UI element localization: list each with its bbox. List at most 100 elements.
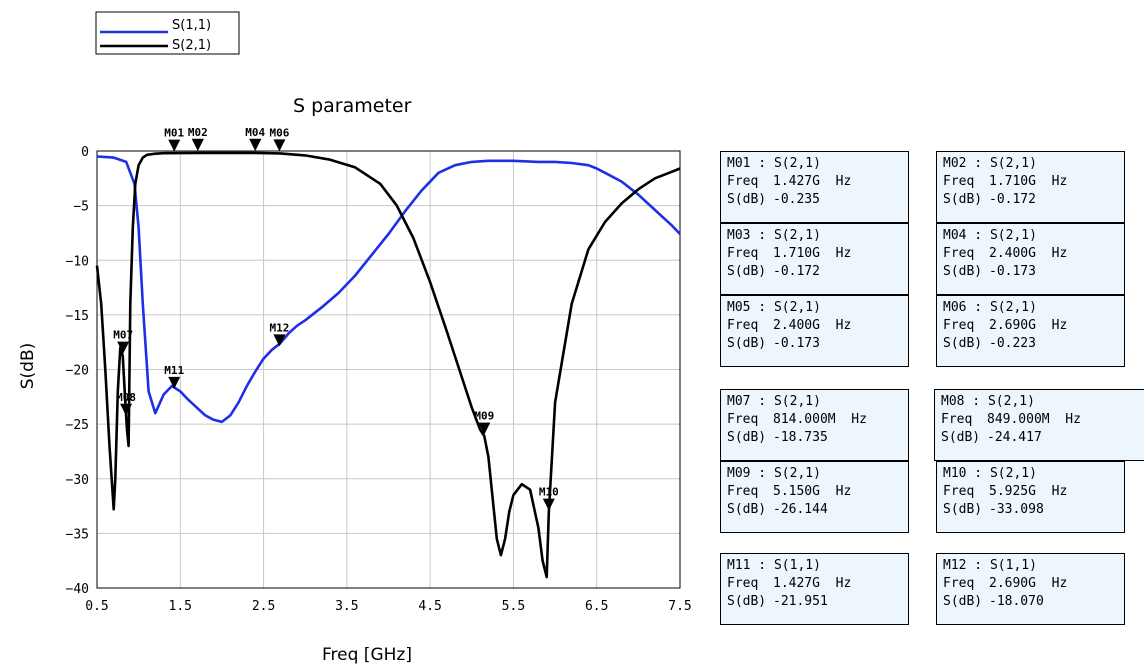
readout-sdb-value: -0.223 xyxy=(989,336,1036,351)
readout-freq-label: Freq xyxy=(943,174,975,189)
marker-readout-m02: M02 : S(2,1) Freq 1.710G Hz S(dB) -0.172 xyxy=(936,151,1125,223)
marker-readout-m10: M10 : S(2,1) Freq 5.925G Hz S(dB) -33.098 xyxy=(936,461,1125,533)
marker-label-m08: M08 xyxy=(116,391,136,404)
x-tick-label: 4.5 xyxy=(418,599,441,614)
readout-sdb-value: -0.173 xyxy=(989,264,1036,279)
marker-label-m10: M10 xyxy=(539,486,559,499)
y-tick-label: −20 xyxy=(66,364,89,379)
readout-sdb-value: -26.144 xyxy=(773,502,828,517)
readout-header: M07 : S(2,1) xyxy=(727,394,821,409)
readout-sdb-label: S(dB) xyxy=(727,192,767,207)
readout-header: M01 : S(2,1) xyxy=(727,156,821,171)
readout-freq-label: Freq xyxy=(941,412,973,427)
marker-label-m11: M11 xyxy=(164,364,184,377)
x-axis-title: Freq [GHz] xyxy=(322,645,412,665)
legend-label-s11: S(1,1) xyxy=(172,18,211,33)
readout-sdb-label: S(dB) xyxy=(943,264,983,279)
marker-triangle-m01 xyxy=(168,139,181,152)
legend: S(1,1) S(2,1) xyxy=(95,11,240,55)
readout-sdb-value: -21.951 xyxy=(773,594,828,609)
readout-freq-value: 5.925G Hz xyxy=(989,484,1068,499)
marker-triangle-m10 xyxy=(542,498,555,511)
readout-sdb-label: S(dB) xyxy=(943,192,983,207)
readout-header: M04 : S(2,1) xyxy=(943,228,1037,243)
readout-sdb-label: S(dB) xyxy=(943,594,983,609)
readout-freq-label: Freq xyxy=(943,576,975,591)
readout-sdb-value: -18.735 xyxy=(773,430,828,445)
series-line-s11 xyxy=(96,155,681,424)
readout-header: M10 : S(2,1) xyxy=(943,466,1037,481)
readout-sdb-label: S(dB) xyxy=(727,336,767,351)
readout-sdb-value: -18.070 xyxy=(989,594,1044,609)
readout-sdb-label: S(dB) xyxy=(943,336,983,351)
readout-freq-label: Freq xyxy=(727,412,759,427)
y-tick-label: −30 xyxy=(66,473,89,488)
marker-triangle-m07 xyxy=(117,341,130,354)
marker-readout-m06: M06 : S(2,1) Freq 2.690G Hz S(dB) -0.223 xyxy=(936,295,1125,367)
y-tick-label: −25 xyxy=(66,418,89,433)
readout-sdb-label: S(dB) xyxy=(941,430,981,445)
readout-freq-value: 1.710G Hz xyxy=(989,174,1068,189)
marker-readout-m11: M11 : S(1,1) Freq 1.427G Hz S(dB) -21.951 xyxy=(720,553,909,625)
y-axis-title: S(dB) xyxy=(18,343,38,390)
readout-freq-label: Freq xyxy=(943,484,975,499)
y-tick-label: −40 xyxy=(66,582,89,597)
marker-label-m09: M09 xyxy=(474,410,494,423)
readout-freq-value: 2.400G Hz xyxy=(773,318,852,333)
readout-freq-label: Freq xyxy=(727,318,759,333)
readout-header: M05 : S(2,1) xyxy=(727,300,821,315)
marker-readout-m03: M03 : S(2,1) Freq 1.710G Hz S(dB) -0.172 xyxy=(720,223,909,295)
series-line-s21 xyxy=(95,151,681,579)
marker-label-m02: M02 xyxy=(188,126,208,139)
marker-label-m06: M06 xyxy=(269,126,289,139)
marker-readout-m08: M08 : S(2,1) Freq 849.000M Hz S(dB) -24.417 xyxy=(934,389,1144,461)
x-tick-label: 0.5 xyxy=(85,599,108,614)
readout-freq-label: Freq xyxy=(727,246,759,261)
readout-freq-label: Freq xyxy=(943,246,975,261)
readout-header: M02 : S(2,1) xyxy=(943,156,1037,171)
marker-triangle-m05 xyxy=(249,138,262,151)
marker-readout-m05: M05 : S(2,1) Freq 2.400G Hz S(dB) -0.173 xyxy=(720,295,909,367)
readout-header: M11 : S(1,1) xyxy=(727,558,821,573)
readout-header: M09 : S(2,1) xyxy=(727,466,821,481)
legend-label-s21: S(2,1) xyxy=(172,38,211,53)
x-tick-label: 5.5 xyxy=(502,599,525,614)
marker-label-m12: M12 xyxy=(269,321,289,334)
marker-label-m01: M01 xyxy=(164,127,184,140)
readout-header: M08 : S(2,1) xyxy=(941,394,1035,409)
readout-freq-value: 5.150G Hz xyxy=(773,484,852,499)
marker-label-m04: M04 xyxy=(245,126,265,139)
marker-readout-m04: M04 : S(2,1) Freq 2.400G Hz S(dB) -0.173 xyxy=(936,223,1125,295)
readout-sdb-label: S(dB) xyxy=(727,502,767,517)
readout-freq-value: 2.400G Hz xyxy=(989,246,1068,261)
marker-readout-m07: M07 : S(2,1) Freq 814.000M Hz S(dB) -18.735 xyxy=(720,389,909,461)
readout-sdb-label: S(dB) xyxy=(727,264,767,279)
marker-triangle-m06 xyxy=(273,139,286,152)
readout-sdb-value: -0.173 xyxy=(773,336,820,351)
marker-triangle-m08 xyxy=(120,403,133,416)
readout-freq-value: 1.427G Hz xyxy=(773,174,852,189)
y-tick-label: 0 xyxy=(81,145,89,160)
x-tick-label: 3.5 xyxy=(335,599,358,614)
marker-readout-m12: M12 : S(1,1) Freq 2.690G Hz S(dB) -18.070 xyxy=(936,553,1125,625)
marker-triangle-m11 xyxy=(168,376,181,389)
y-tick-label: −5 xyxy=(73,200,89,215)
readout-sdb-label: S(dB) xyxy=(727,594,767,609)
marker-triangle-m03 xyxy=(191,138,204,151)
readout-header: M12 : S(1,1) xyxy=(943,558,1037,573)
readout-freq-value: 2.690G Hz xyxy=(989,576,1068,591)
readout-sdb-value: -24.417 xyxy=(987,430,1042,445)
x-tick-label: 2.5 xyxy=(252,599,275,614)
readout-sdb-value: -0.235 xyxy=(773,192,820,207)
x-tick-label: 1.5 xyxy=(169,599,192,614)
y-tick-label: −15 xyxy=(66,309,89,324)
marker-readout-m09: M09 : S(2,1) Freq 5.150G Hz S(dB) -26.144 xyxy=(720,461,909,533)
readout-freq-value: 1.427G Hz xyxy=(773,576,852,591)
plot-area: 0.5 1.5 2.5 3.5 4.5 5.5 6.5 7.5 0 −5 −10 −15 −20 −25 −… xyxy=(66,126,692,614)
marker-triangle-m12 xyxy=(273,334,286,347)
marker-triangle-m09 xyxy=(478,422,491,435)
readout-header: M06 : S(2,1) xyxy=(943,300,1037,315)
readout-sdb-value: -0.172 xyxy=(989,192,1036,207)
readout-freq-value: 849.000M Hz xyxy=(987,412,1081,427)
